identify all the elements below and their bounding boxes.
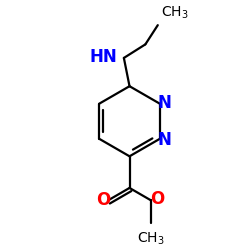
Text: HN: HN <box>89 48 117 66</box>
Text: CH$_3$: CH$_3$ <box>161 5 189 21</box>
Text: N: N <box>158 94 172 112</box>
Text: O: O <box>96 191 110 209</box>
Text: N: N <box>158 131 172 149</box>
Text: CH$_3$: CH$_3$ <box>137 230 165 246</box>
Text: O: O <box>150 190 164 208</box>
